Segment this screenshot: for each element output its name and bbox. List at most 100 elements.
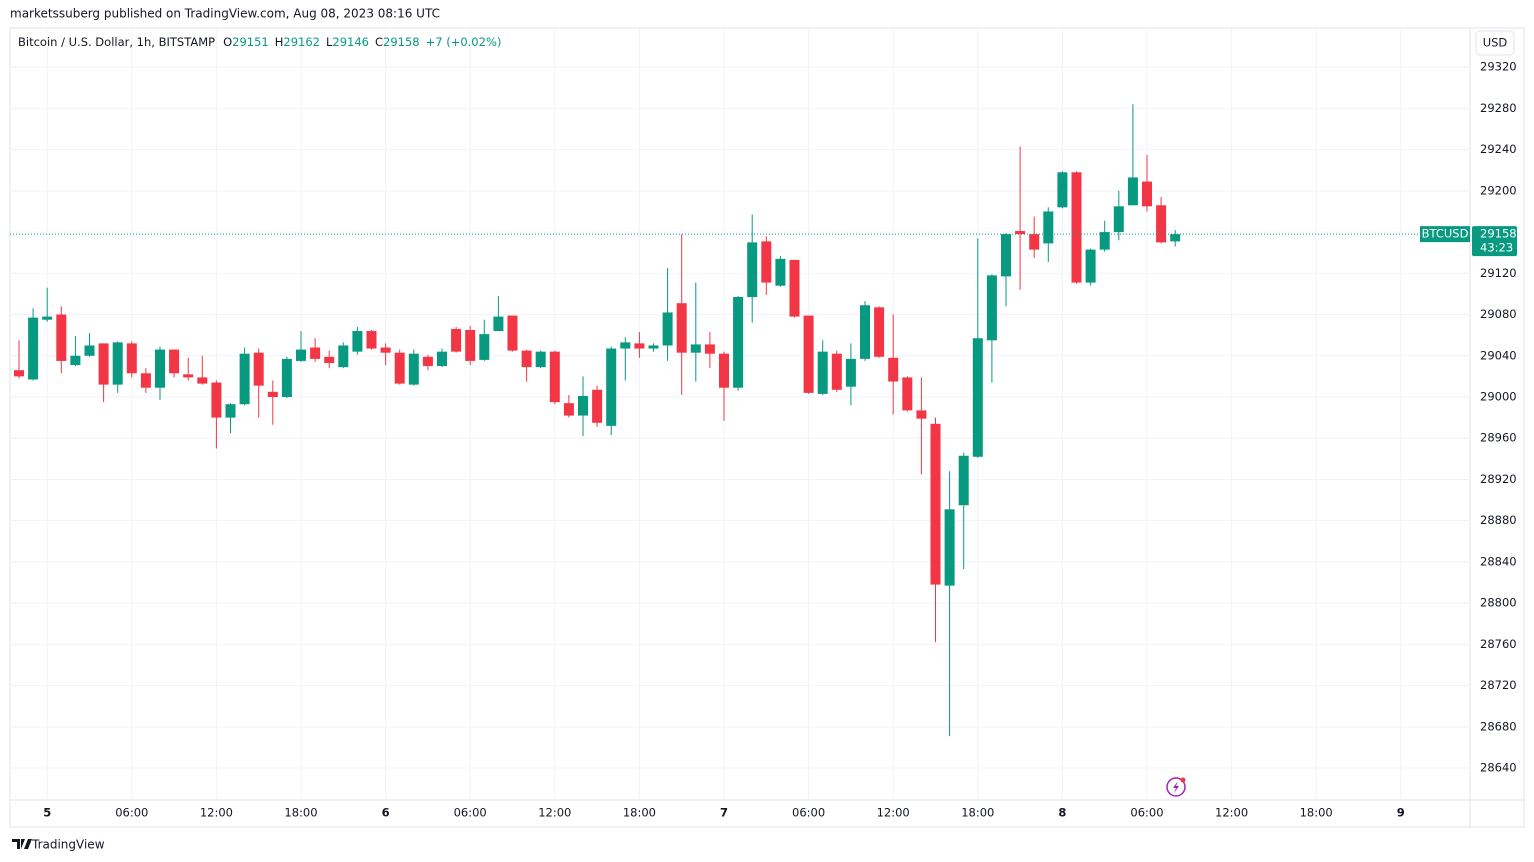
candle-body: [155, 349, 165, 388]
candle-body: [930, 423, 941, 585]
candle-body: [479, 334, 490, 360]
candle-body: [761, 241, 772, 283]
y-tick-label: 29200: [1480, 183, 1517, 197]
candle-body: [944, 509, 955, 586]
candle-body: [1085, 249, 1096, 283]
candle-body: [1127, 177, 1138, 206]
candle-body: [690, 344, 701, 353]
candle-body: [253, 352, 264, 386]
x-tick-label: 5: [43, 806, 51, 820]
candle-body: [578, 395, 588, 416]
candle-body: [860, 305, 870, 359]
candle-body: [845, 358, 856, 387]
event-icon[interactable]: [1166, 777, 1186, 797]
candle-body: [56, 314, 67, 361]
chart-frame: [9, 27, 1525, 828]
candle-body: [549, 351, 560, 403]
legend-high: 29162: [283, 35, 320, 49]
x-tick-label: 06:00: [454, 806, 487, 820]
candle-body: [310, 347, 321, 359]
x-tick-label: 6: [382, 806, 390, 820]
event-dot: [1180, 777, 1186, 783]
candle-body: [789, 259, 800, 317]
candle-body: [197, 377, 208, 384]
y-tick-label: 28800: [1480, 596, 1517, 610]
candle-body: [239, 353, 250, 405]
candle-body: [1043, 211, 1054, 244]
candle-body: [916, 410, 927, 419]
candle-body: [183, 374, 194, 378]
candle-body: [817, 351, 828, 394]
y-tick-label: 28760: [1480, 637, 1517, 651]
candle-body: [225, 404, 236, 418]
x-tick-label: 06:00: [1130, 806, 1163, 820]
candle-body: [606, 348, 617, 426]
y-tick-label: 29000: [1480, 389, 1517, 403]
candle-body: [535, 351, 546, 368]
currency-button[interactable]: [1475, 30, 1515, 56]
y-tick-label: 28960: [1480, 431, 1517, 445]
candle-body: [352, 331, 363, 352]
candle-body: [1057, 172, 1068, 208]
candle-body: [676, 303, 687, 353]
candle-body: [592, 389, 603, 423]
x-tick-label: 12:00: [877, 806, 910, 820]
candle-body: [1071, 172, 1082, 283]
legend-low-label: L: [326, 35, 333, 49]
candle-body: [1001, 234, 1011, 277]
candle-body: [888, 357, 899, 382]
y-tick-label: 28720: [1480, 678, 1517, 692]
candle-body: [563, 403, 574, 416]
candle-body: [733, 297, 744, 388]
candle-body: [958, 455, 969, 506]
currency-label[interactable]: USD: [1483, 36, 1508, 50]
candle-body: [648, 345, 659, 349]
x-tick-label: 9: [1397, 806, 1405, 820]
candle-body: [803, 315, 814, 393]
y-tick-label: 28680: [1480, 719, 1517, 733]
candle-body: [1113, 206, 1124, 233]
candle-body: [296, 349, 306, 361]
candle-body: [747, 242, 758, 298]
symbol-tag: [1420, 226, 1470, 243]
legend-close-label: C: [375, 35, 383, 49]
candle-body: [1142, 181, 1152, 207]
y-tick-label: 29320: [1480, 60, 1517, 74]
candle-body: [1015, 231, 1026, 235]
candle-body: [902, 377, 913, 411]
legend-change: +7 (+0.02%): [426, 35, 502, 49]
legend-open-label: O: [223, 35, 232, 49]
x-tick-label: 12:00: [1215, 806, 1248, 820]
candle-body: [634, 343, 645, 349]
candle-body: [719, 353, 729, 388]
y-tick-label: 29080: [1480, 307, 1517, 321]
candle-body: [662, 312, 673, 346]
x-tick-label: 06:00: [115, 806, 148, 820]
footer-brand: TradingView: [31, 838, 105, 852]
y-tick-label: 29120: [1480, 266, 1517, 280]
event-icon-bolt: [1173, 781, 1179, 793]
x-tick-label: 06:00: [792, 806, 825, 820]
candle-body: [831, 353, 842, 390]
published-line: marketssuberg published on TradingView.c…: [10, 7, 440, 21]
candle-body: [704, 344, 715, 354]
y-tick-label: 29280: [1480, 101, 1517, 115]
candle-body: [986, 275, 997, 341]
candle-body: [972, 338, 983, 457]
candle-body: [620, 342, 631, 349]
candle-body: [521, 350, 532, 368]
candle-body: [14, 370, 24, 377]
candle-body: [437, 351, 447, 367]
y-tick-label: 28640: [1480, 761, 1517, 775]
candle-body: [211, 382, 222, 418]
legend-high-label: H: [275, 35, 284, 49]
x-tick-label: 8: [1058, 806, 1066, 820]
legend-close: 29158: [383, 35, 420, 49]
y-tick-label: 28840: [1480, 554, 1517, 568]
x-tick-label: 12:00: [538, 806, 571, 820]
y-tick-label: 28880: [1480, 513, 1517, 527]
candle-body: [1029, 234, 1040, 250]
candle-body: [70, 355, 81, 366]
footer-logo: [12, 839, 32, 849]
